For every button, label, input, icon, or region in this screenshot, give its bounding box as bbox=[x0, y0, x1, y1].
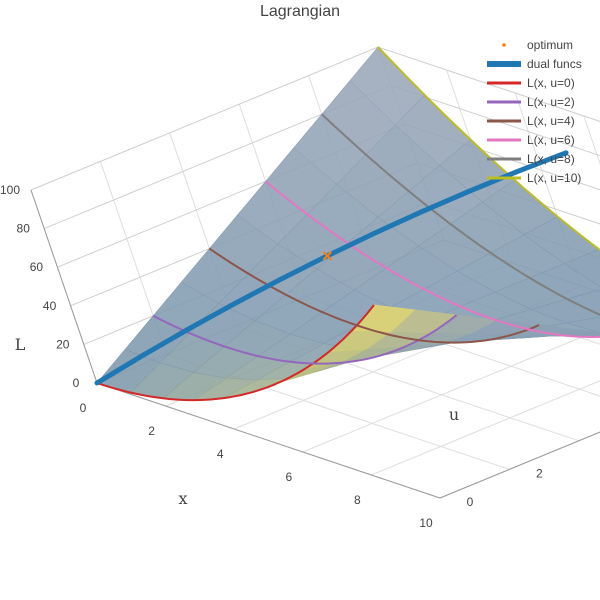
legend-item: L(x, u=0) bbox=[487, 76, 575, 90]
surface-patch bbox=[566, 316, 600, 333]
surface-patch bbox=[530, 298, 600, 324]
surface-patch bbox=[563, 248, 600, 287]
legend-label: L(x, u=6) bbox=[527, 133, 575, 147]
z-tick-label: 0 bbox=[73, 376, 80, 390]
legend-item: L(x, u=2) bbox=[487, 95, 575, 109]
legend: optimum dual funcs L(x, u=0) L(x, u=2) L(x, … bbox=[487, 38, 582, 185]
optimum-marker bbox=[322, 251, 333, 261]
legend-item: dual funcs bbox=[487, 57, 582, 71]
curve-l-x-u-8- bbox=[321, 113, 600, 316]
x-axis-title: x bbox=[178, 489, 187, 508]
u-tick-label: 0 bbox=[467, 495, 474, 509]
floor-grid-x bbox=[371, 380, 600, 476]
legend-item: L(x, u=6) bbox=[487, 133, 575, 147]
x-axis-line bbox=[96, 382, 441, 499]
z-tick-label: 20 bbox=[56, 337, 70, 351]
curve-l-x-u-10- bbox=[377, 46, 600, 252]
u-axis-line bbox=[439, 431, 600, 499]
x-tick-label: 10 bbox=[419, 516, 433, 530]
optimum-marker-stroke bbox=[322, 251, 333, 261]
legend-item: optimum bbox=[502, 38, 573, 52]
x-tick-label: 6 bbox=[285, 470, 292, 484]
z-tick-label: 80 bbox=[17, 222, 31, 236]
lines-layer bbox=[94, 46, 600, 402]
z-axis-line bbox=[30, 189, 98, 384]
curve-l-x-u-2- bbox=[152, 314, 458, 365]
legend-label: L(x, u=2) bbox=[527, 95, 575, 109]
legend-label: dual funcs bbox=[527, 57, 582, 71]
u-tick-label: 2 bbox=[536, 466, 543, 480]
z-tick-label: 100 bbox=[0, 183, 20, 197]
wall-grid-x bbox=[583, 115, 600, 165]
legend-label: L(x, u=8) bbox=[527, 152, 575, 166]
u-axis-title: u bbox=[449, 405, 459, 424]
x-tick-label: 0 bbox=[80, 401, 87, 415]
x-tick-label: 2 bbox=[148, 424, 155, 438]
curve-l-x-u-6- bbox=[264, 180, 600, 339]
legend-item: L(x, u=4) bbox=[487, 114, 575, 128]
z-tick-label: 40 bbox=[43, 299, 57, 313]
floor-grid-x bbox=[439, 431, 600, 499]
legend-item: L(x, u=10) bbox=[487, 171, 581, 185]
legend-label: L(x, u=4) bbox=[527, 114, 575, 128]
ticks-layer: 02468100246810020406080100 bbox=[0, 183, 543, 530]
z-axis-title: L bbox=[15, 335, 26, 354]
legend-label: L(x, u=0) bbox=[527, 76, 575, 90]
x-tick-label: 8 bbox=[354, 493, 361, 507]
curve-l-x-u-0- bbox=[96, 304, 375, 402]
x-tick-label: 4 bbox=[217, 447, 224, 461]
legend-label: L(x, u=10) bbox=[527, 171, 581, 185]
z-tick-label: 60 bbox=[30, 260, 44, 274]
legend-label: optimum bbox=[527, 38, 573, 52]
legend-swatch bbox=[502, 43, 506, 47]
surface-layer bbox=[96, 46, 600, 401]
curve-l-x-u-4- bbox=[208, 247, 540, 344]
chart-title: Lagrangian bbox=[260, 3, 340, 20]
legend-item: L(x, u=8) bbox=[487, 152, 575, 166]
